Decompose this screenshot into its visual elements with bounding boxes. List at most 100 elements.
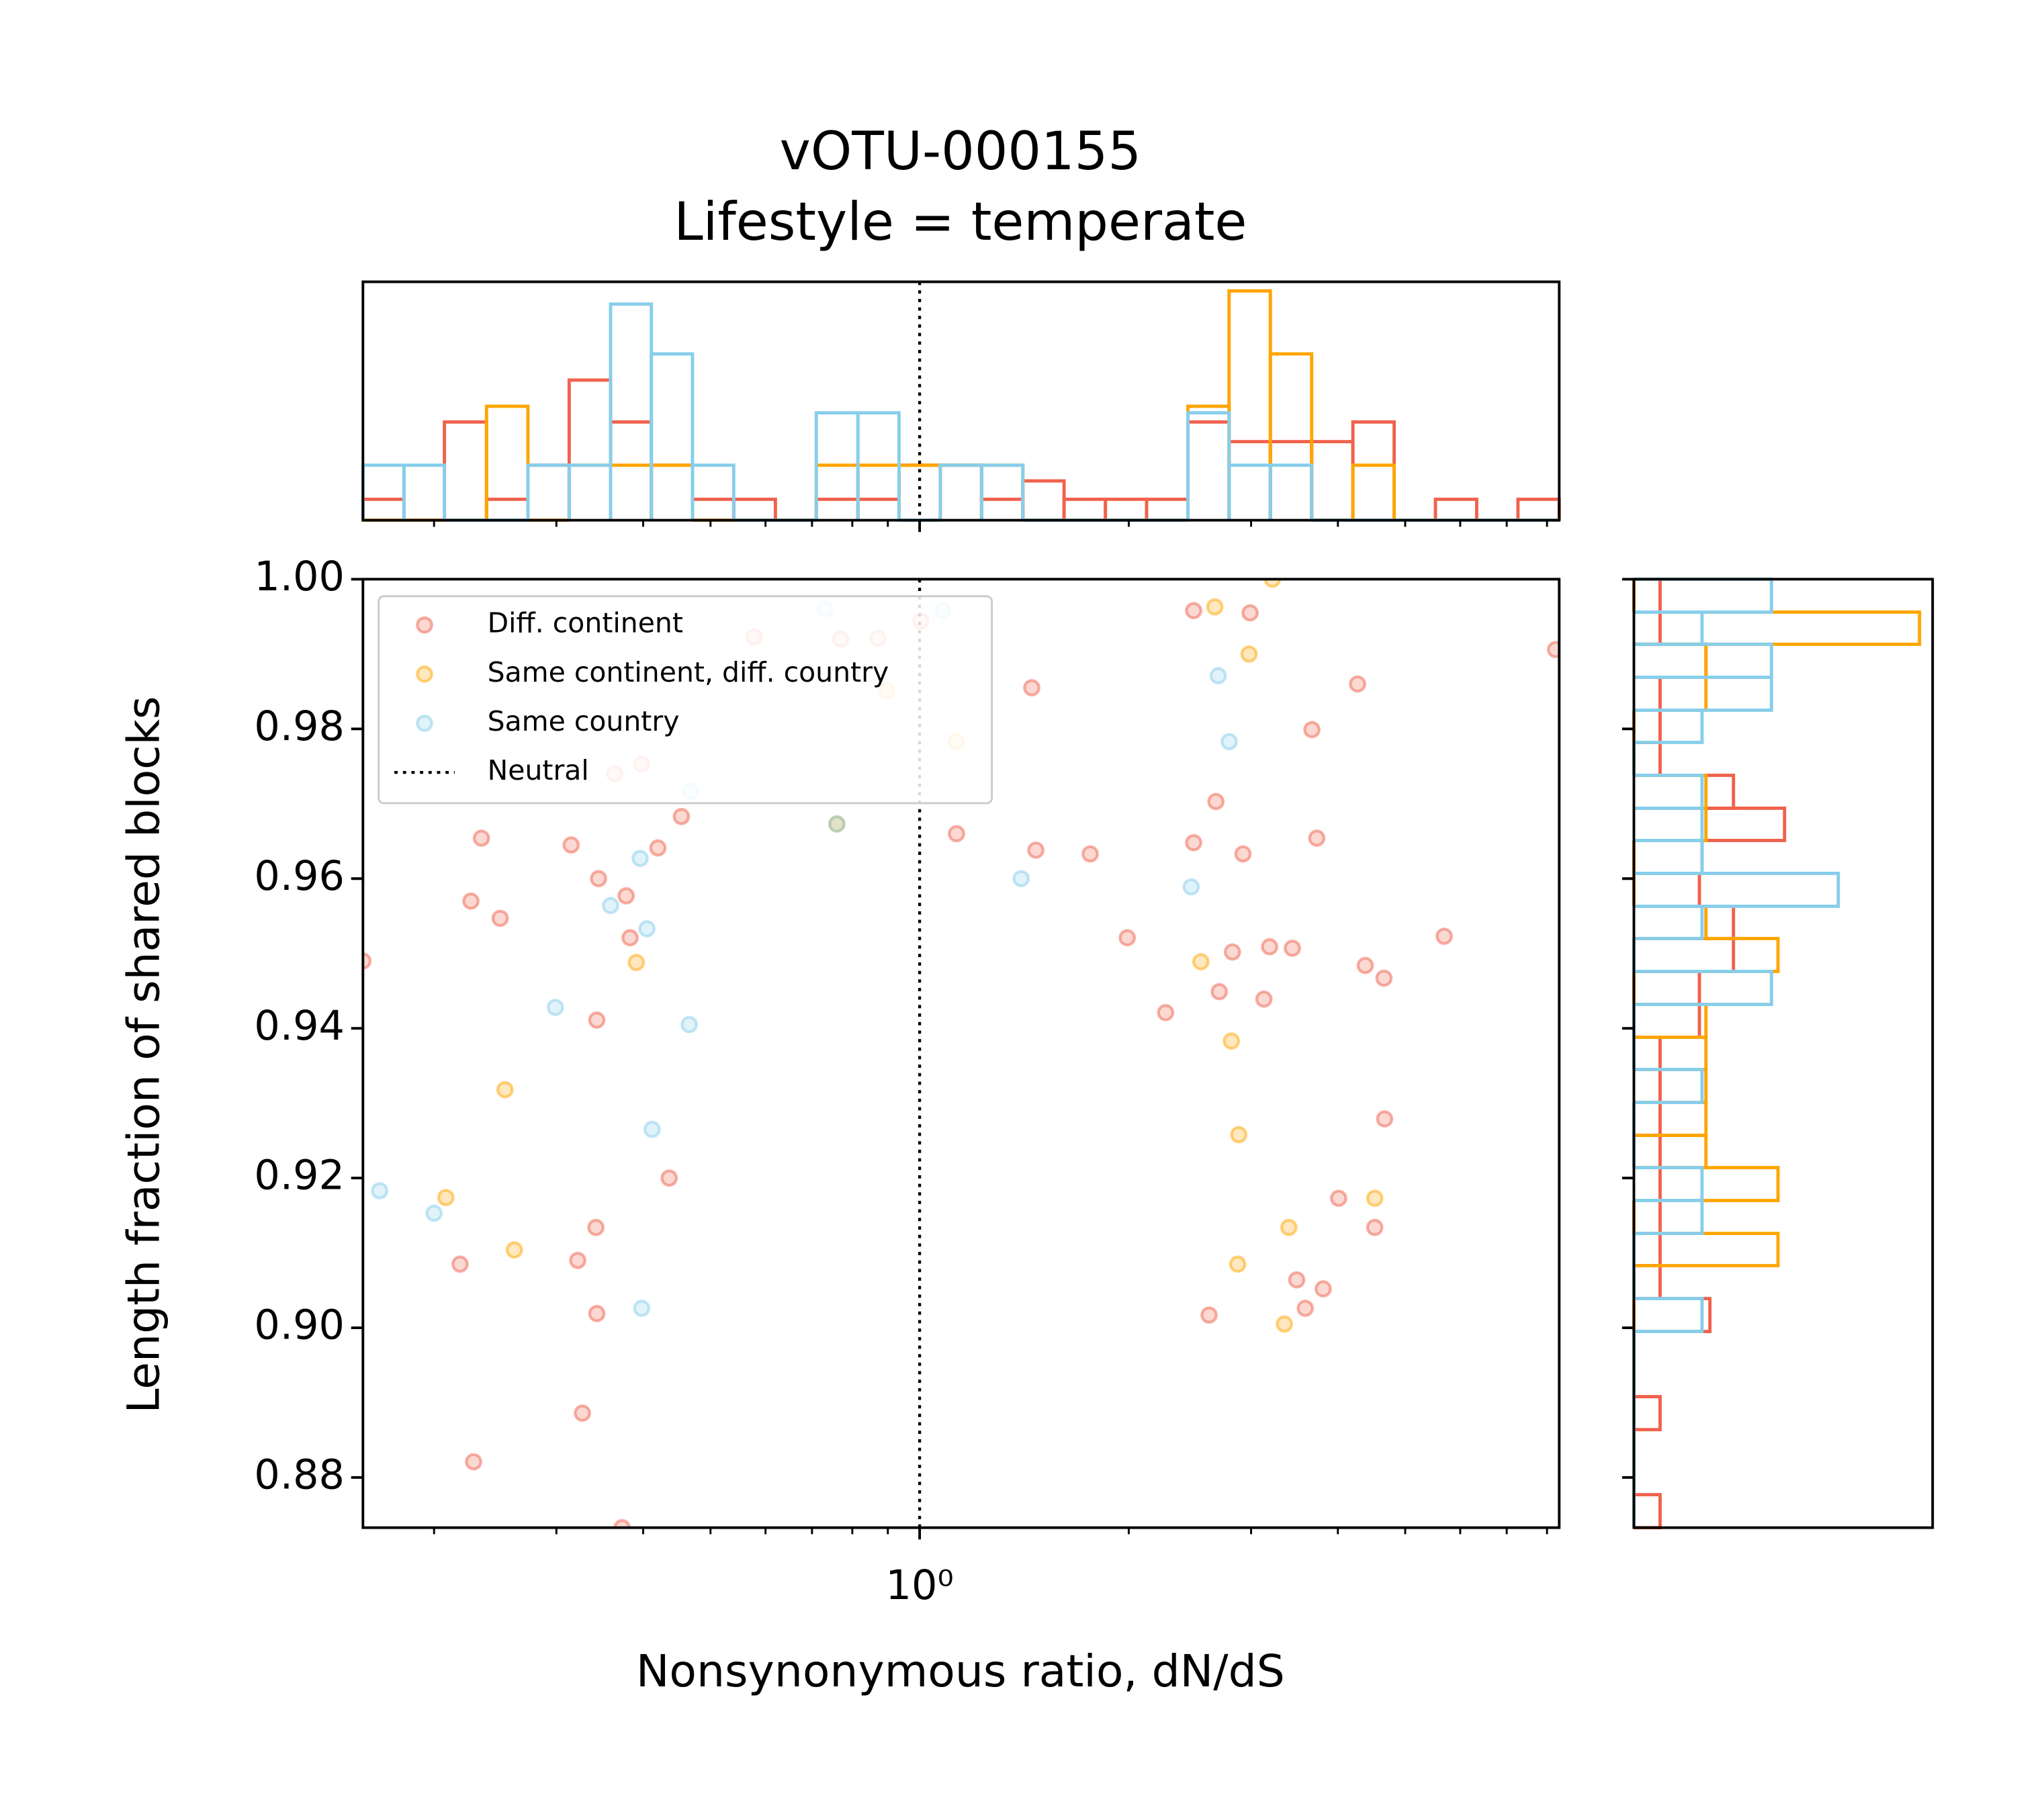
y-tick-label: 0.94 bbox=[254, 1003, 345, 1050]
histogram-bin bbox=[1634, 642, 1773, 679]
histogram-bin bbox=[1634, 970, 1701, 1006]
scatter-point bbox=[574, 1404, 591, 1422]
histogram-bin bbox=[856, 497, 901, 520]
scatter-point bbox=[437, 1189, 455, 1206]
histogram-bin bbox=[691, 463, 736, 520]
histogram-bin bbox=[856, 411, 901, 520]
y-axis-label: Length fraction of shared blocks bbox=[118, 696, 170, 1413]
histogram-bin bbox=[1634, 610, 1704, 646]
scatter-point bbox=[1288, 1271, 1306, 1289]
histogram-bin bbox=[938, 463, 983, 520]
legend-marker bbox=[416, 665, 433, 683]
histogram-bin bbox=[1268, 352, 1314, 520]
scatter-point bbox=[1230, 1126, 1248, 1144]
histogram-bin bbox=[1634, 838, 1704, 875]
histogram-bin bbox=[1634, 905, 1736, 940]
histogram-bin bbox=[1634, 1297, 1712, 1334]
scatter-point bbox=[1200, 1306, 1218, 1324]
histogram-bin bbox=[938, 463, 983, 520]
histogram-bin bbox=[1433, 497, 1478, 520]
y-tick-label: 1.00 bbox=[254, 553, 345, 600]
scatter-point bbox=[1303, 721, 1321, 739]
scatter-point bbox=[1220, 733, 1238, 751]
histogram-bin bbox=[361, 497, 406, 520]
histogram-bin bbox=[1186, 411, 1231, 520]
histogram-bin bbox=[1634, 1068, 1662, 1104]
scatter-point bbox=[1349, 675, 1366, 693]
legend-label: Diff. continent bbox=[488, 607, 683, 639]
histogram-bin bbox=[1351, 420, 1396, 520]
histogram-bin bbox=[1634, 1003, 1708, 1039]
histogram-bin bbox=[1634, 675, 1708, 712]
histogram-bin bbox=[1634, 642, 1708, 679]
scatter-point bbox=[1261, 938, 1279, 956]
histogram-bin bbox=[1268, 463, 1314, 520]
histogram-bin bbox=[1634, 1493, 1662, 1530]
scatter-point bbox=[425, 1204, 443, 1222]
histogram-bin bbox=[1634, 936, 1736, 973]
histogram-bin bbox=[1634, 610, 1662, 646]
scatter-point bbox=[1240, 645, 1258, 663]
histogram-bin bbox=[567, 463, 613, 520]
scatter-point bbox=[1206, 598, 1224, 616]
legend-label: Same country bbox=[488, 705, 680, 737]
scatter-point bbox=[1210, 983, 1229, 1001]
scatter-point bbox=[627, 954, 646, 971]
histogram-bin bbox=[650, 463, 695, 520]
scatter-point bbox=[462, 892, 480, 910]
chart-subtitle: Lifestyle = temperate bbox=[674, 192, 1247, 253]
histogram-bin bbox=[1634, 773, 1708, 810]
scatter-point bbox=[672, 807, 691, 825]
scatter-point bbox=[1241, 604, 1259, 622]
scatter-point bbox=[491, 909, 509, 927]
histogram-bin bbox=[1634, 807, 1787, 842]
histogram-bin bbox=[1634, 1166, 1662, 1202]
scatter-point bbox=[465, 1453, 482, 1471]
scatter-point bbox=[587, 1218, 605, 1236]
scatter-point bbox=[828, 815, 846, 833]
scatter-point bbox=[1435, 927, 1453, 945]
scatter-point bbox=[1366, 1189, 1384, 1208]
histogram-bin bbox=[484, 497, 530, 520]
histogram-bin bbox=[1227, 289, 1272, 520]
histogram-bin bbox=[1634, 773, 1704, 810]
x-tick-label: 10⁰ bbox=[886, 1562, 954, 1609]
scatter-point bbox=[1023, 679, 1040, 696]
scatter-point bbox=[1330, 1189, 1347, 1208]
scatter-point bbox=[638, 920, 656, 938]
histogram-bin bbox=[1634, 872, 1840, 908]
scatter-point bbox=[1027, 842, 1045, 859]
scatter-point bbox=[505, 1241, 523, 1259]
histogram-bin bbox=[691, 497, 736, 520]
histogram-bin bbox=[1634, 773, 1736, 810]
histogram-bin bbox=[1634, 1297, 1704, 1334]
histogram-bin bbox=[1634, 1068, 1708, 1104]
histogram-bin bbox=[1021, 479, 1066, 520]
scatter-point bbox=[1234, 845, 1252, 863]
histogram-bin bbox=[1634, 675, 1773, 712]
histogram-bin bbox=[1634, 1134, 1662, 1169]
histogram-bin bbox=[1516, 497, 1561, 520]
scatter-point bbox=[1366, 1218, 1384, 1236]
chart-title: vOTU-000155 bbox=[780, 122, 1141, 182]
y-tick-label: 0.92 bbox=[254, 1152, 345, 1199]
legend-label: Same continent, diff. country bbox=[488, 656, 889, 688]
scatter-point bbox=[588, 1304, 606, 1322]
scatter-point bbox=[621, 929, 639, 947]
scatter-point bbox=[1276, 1315, 1293, 1333]
histogram-bin bbox=[1634, 577, 1773, 614]
axes-frame bbox=[1632, 578, 1935, 1529]
scatter-point bbox=[363, 952, 372, 970]
scatter-point bbox=[613, 1518, 631, 1528]
scatter-point bbox=[631, 850, 649, 868]
histogram-bin bbox=[1634, 1395, 1662, 1432]
histogram-bin bbox=[979, 497, 1025, 520]
histogram-bin bbox=[650, 352, 695, 520]
scatter-point bbox=[1192, 953, 1210, 970]
scatter-area bbox=[363, 579, 1560, 1528]
histogram-bin bbox=[1634, 709, 1662, 744]
legend-box bbox=[377, 595, 993, 805]
histogram-bin bbox=[609, 463, 654, 520]
histogram-bin bbox=[1634, 709, 1704, 744]
